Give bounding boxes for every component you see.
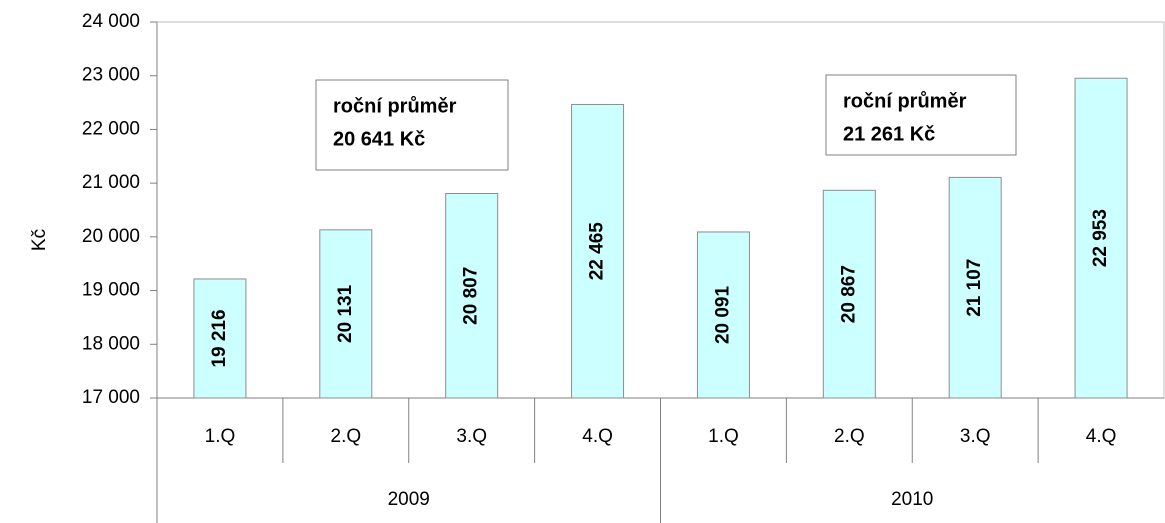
bar [571,103,625,399]
x-tick-label: 2.Q [331,426,362,447]
x-tick-label: 1.Q [708,426,739,447]
x-tick-label: 1.Q [205,426,236,447]
value-label: 21 107 [964,259,985,317]
x-tick-label: 4.Q [1086,426,1117,447]
y-tick-label: 17 000 [82,387,140,408]
annotation-box [825,74,1017,156]
y-tick-label: 19 000 [82,280,140,301]
annotation-text: 21 261 Kč [843,123,935,145]
value-label: 22 953 [1090,209,1111,267]
y-tick-label: 20 000 [82,226,140,247]
annotation-text: 20 641 Kč [333,128,425,150]
annotation-text: roční průměr [333,95,457,117]
value-label: 20 867 [838,265,859,323]
value-label: 20 131 [335,284,356,343]
y-tick-label: 24 000 [82,11,140,32]
x-tick-label: 3.Q [456,426,487,447]
y-tick-label: 21 000 [82,172,140,193]
value-label: 20 091 [712,286,733,345]
bar [319,229,373,399]
bar [696,231,750,399]
bar [822,189,876,399]
group-label: 2010 [891,489,933,510]
value-label: 19 216 [209,309,230,367]
bar [948,176,1002,399]
bar [445,193,499,399]
bar [193,278,247,399]
y-axis-label: Kč [29,229,50,251]
value-label: 20 807 [461,267,482,325]
annotation-box [315,79,509,171]
x-tick-label: 2.Q [834,426,865,447]
group-label: 2009 [388,489,430,510]
y-tick-label: 18 000 [82,333,140,354]
x-tick-label: 4.Q [582,426,613,447]
annotation-text: roční průměr [843,90,967,112]
bar [1074,77,1128,399]
y-tick-label: 22 000 [82,118,140,139]
x-tick-label: 3.Q [960,426,991,447]
value-label: 22 465 [587,222,608,281]
y-tick-label: 23 000 [82,65,140,86]
